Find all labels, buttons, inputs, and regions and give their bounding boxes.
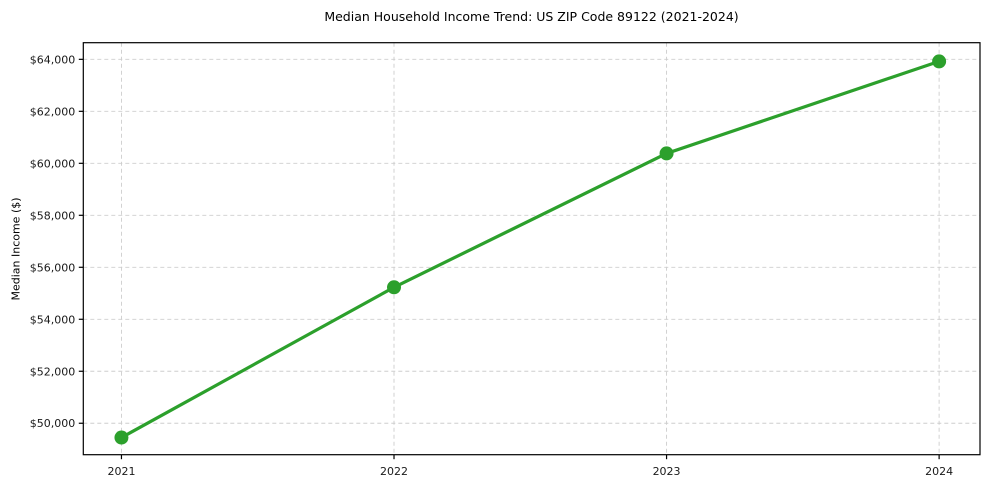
data-point-marker	[932, 54, 947, 69]
y-tick-label: $64,000	[30, 53, 76, 66]
data-point-marker	[659, 146, 674, 161]
plot-border	[82, 42, 981, 456]
y-tick-label: $52,000	[30, 365, 76, 378]
chart-title: Median Household Income Trend: US ZIP Co…	[324, 9, 739, 24]
data-point-marker	[114, 430, 129, 445]
data-point-marker	[387, 280, 402, 295]
x-tick-label: 2021	[107, 465, 135, 478]
y-tick-label: $50,000	[30, 417, 76, 430]
x-tick-label: 2022	[380, 465, 408, 478]
income-trend-line	[119, 59, 941, 440]
x-tick-label: 2024	[925, 465, 953, 478]
x-tick-label: 2023	[653, 465, 681, 478]
y-tick-label: $58,000	[30, 209, 76, 222]
y-tick-label: $54,000	[30, 313, 76, 326]
y-tick-label: $62,000	[30, 105, 76, 118]
y-tick-label: $56,000	[30, 261, 76, 274]
y-tick-label: $60,000	[30, 157, 76, 170]
